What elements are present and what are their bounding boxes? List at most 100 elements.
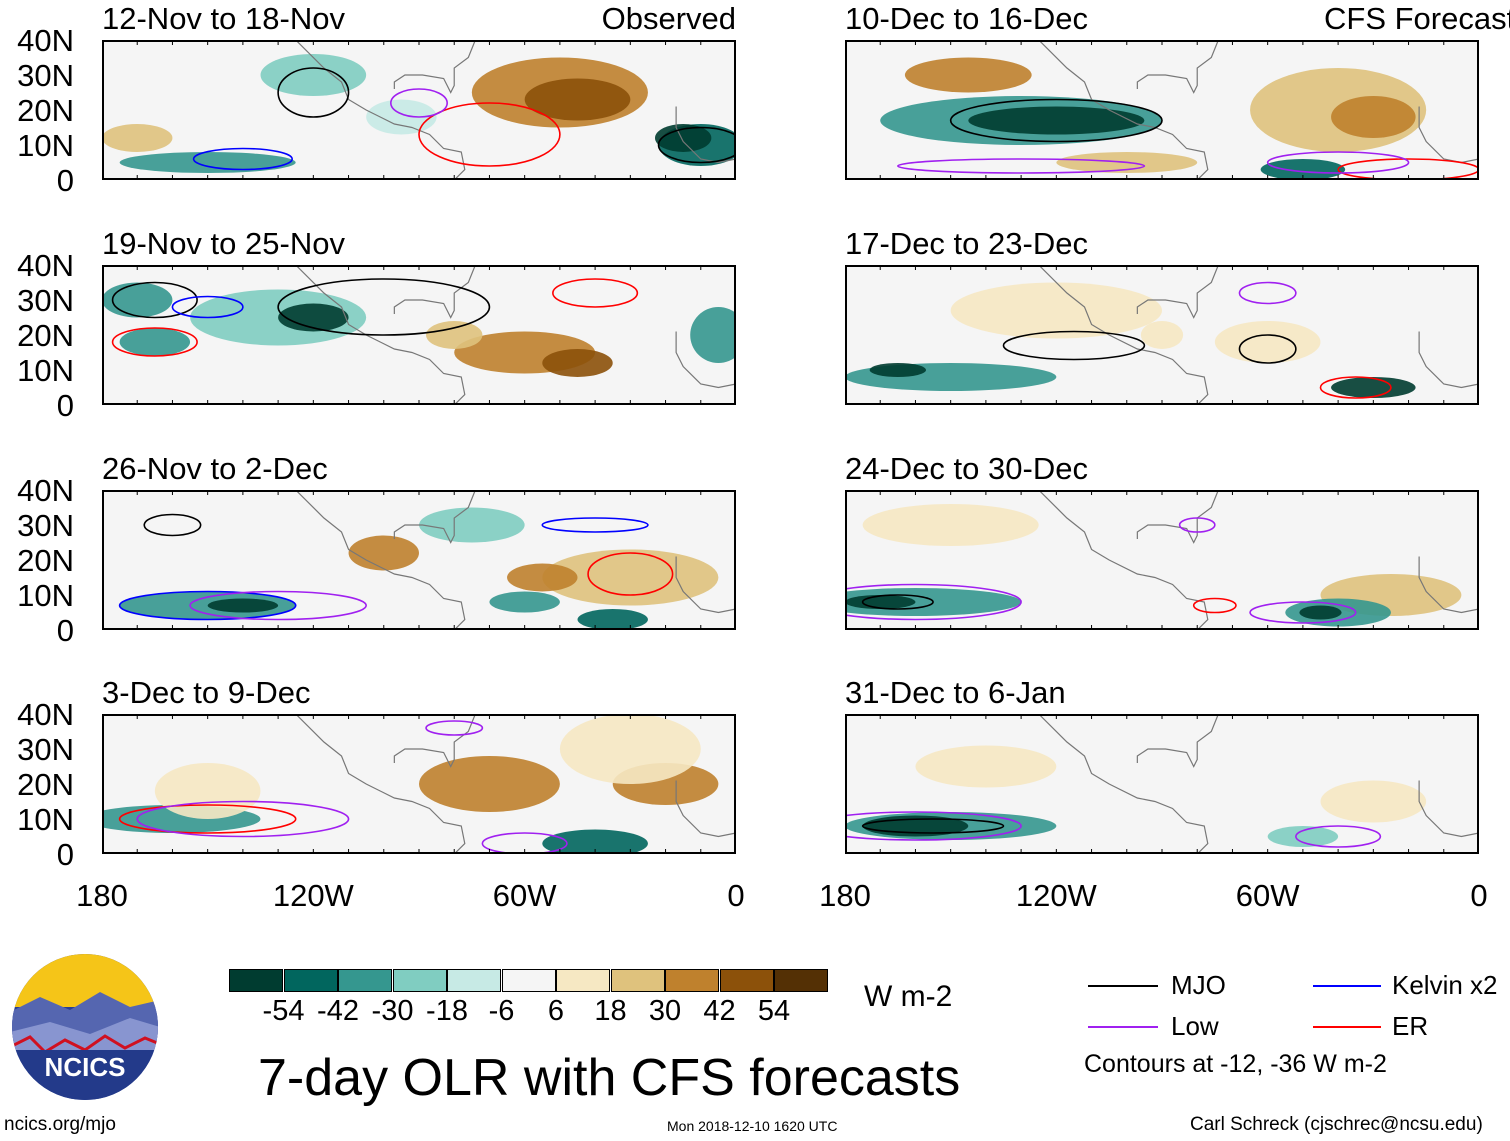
wave-contour	[1295, 825, 1382, 848]
wave-contour	[861, 594, 934, 610]
footer-url[interactable]: ncics.org/mjo	[4, 1114, 116, 1135]
colorbar-swatch	[610, 969, 665, 992]
wave-contour	[897, 158, 1146, 174]
y-tick-label: 30N	[17, 283, 74, 318]
anomaly-shading	[1299, 605, 1342, 620]
x-tick-label: 180	[819, 878, 871, 913]
wave-contour	[1266, 151, 1410, 174]
colorbar-label: -42	[317, 995, 359, 1027]
wave-contour	[587, 552, 674, 596]
wave-contour	[425, 720, 484, 736]
wave-contour	[1238, 334, 1297, 364]
wave-contour	[861, 818, 1005, 834]
anomaly-shading	[1260, 159, 1346, 180]
colorbar-swatch	[447, 969, 501, 992]
x-tick-label: 60W	[1235, 878, 1300, 913]
y-tick-label: 10N	[17, 128, 74, 163]
anomaly-shading	[542, 349, 613, 377]
figure-title: 7-day OLR with CFS forecasts	[258, 1049, 961, 1107]
x-tick-label: 0	[727, 878, 745, 913]
legend-line-low	[1088, 1026, 1158, 1028]
colorbar-swatch	[501, 969, 556, 992]
wave-contour	[192, 147, 293, 171]
anomaly-shading	[577, 609, 648, 630]
y-tick-label: 20N	[17, 318, 74, 353]
olr-anomaly-field	[102, 714, 719, 854]
olr-anomaly-field	[845, 504, 1462, 627]
wave-contour	[390, 88, 448, 118]
wave-contour	[552, 278, 639, 308]
anomaly-shading	[207, 598, 279, 613]
wave-contour	[1192, 597, 1237, 614]
wave-contour	[277, 278, 491, 336]
wave-contour	[189, 590, 367, 621]
x-tick-label: 60W	[492, 878, 557, 913]
coastline	[393, 714, 476, 768]
anomaly-shading	[278, 303, 349, 332]
wave-contour	[1238, 281, 1297, 305]
wave-contour	[136, 800, 350, 838]
coastline	[1038, 40, 1209, 180]
x-tick-label: 180	[76, 878, 128, 913]
legend-label-mjo: MJO	[1171, 970, 1226, 1000]
coastline	[295, 490, 466, 630]
wave-contour	[845, 811, 1022, 841]
x-tick-label: 0	[1470, 878, 1488, 913]
colorbar-label: -54	[262, 995, 305, 1027]
wave-contour	[1178, 517, 1216, 533]
anomaly-shading	[1331, 96, 1416, 138]
anomaly-shading	[845, 595, 916, 609]
coastline	[1136, 714, 1219, 768]
anomaly-shading	[119, 328, 191, 356]
colorbar-swatch	[229, 969, 283, 992]
colorbar-swatch	[719, 969, 774, 992]
colorbar-swatch	[338, 969, 392, 992]
colorbar-swatch	[556, 969, 610, 992]
colorbar-label: 54	[757, 995, 791, 1027]
y-tick-label: 0	[56, 837, 74, 872]
wave-contour	[171, 295, 244, 319]
y-tick-label: 40N	[17, 23, 74, 58]
anomaly-shading	[968, 106, 1145, 135]
panel-source-label: Observed	[601, 1, 736, 36]
anomaly-shading	[915, 745, 1057, 788]
anomaly-shading	[542, 549, 719, 606]
legend-line-kelvin	[1313, 985, 1381, 987]
wave-contour	[143, 513, 202, 537]
anomaly-shading	[904, 57, 1032, 93]
panel-title: 19-Nov to 25-Nov	[102, 226, 345, 261]
anomaly-shading	[1267, 826, 1339, 847]
coastline	[1038, 265, 1209, 405]
coastline	[1136, 265, 1219, 319]
logo-text: NCICS	[45, 1052, 126, 1082]
anomaly-shading	[102, 282, 173, 318]
anomaly-shading	[419, 756, 560, 812]
olr-anomaly-field	[845, 282, 1416, 398]
panel-title: 24-Dec to 30-Dec	[845, 451, 1088, 486]
olr-map-panel	[845, 40, 1479, 180]
wave-contour	[541, 517, 649, 533]
colorbar-swatch	[392, 969, 447, 992]
olr-anomaly-field	[102, 282, 736, 377]
wave-contour	[418, 102, 561, 167]
olr-anomaly-field	[102, 54, 736, 173]
colorbar-label: -18	[426, 995, 468, 1027]
anomaly-shading	[1331, 377, 1416, 398]
olr-map-panel	[845, 265, 1479, 405]
coastline	[1418, 556, 1479, 614]
olr-anomaly-field	[119, 507, 719, 630]
coastline	[675, 780, 736, 838]
y-tick-label: 0	[56, 163, 74, 198]
wave-contour	[1249, 601, 1357, 624]
coastline	[295, 265, 466, 405]
olr-map-panel	[102, 265, 736, 405]
coastline	[1418, 780, 1479, 838]
anomaly-shading	[1320, 780, 1427, 823]
y-tick-label: 10N	[17, 578, 74, 613]
wave-contour	[277, 67, 350, 118]
y-tick-label: 20N	[17, 543, 74, 578]
panel-title: 31-Dec to 6-Jan	[845, 675, 1066, 710]
coastline	[295, 714, 466, 854]
coastline	[1418, 331, 1479, 389]
